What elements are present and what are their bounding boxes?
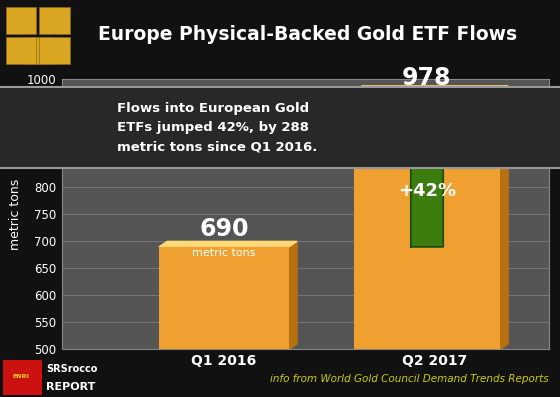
Bar (6, 37, 36, 64)
Bar (6, 7, 36, 34)
Polygon shape (289, 241, 297, 349)
Text: REPORT: REPORT (46, 382, 95, 392)
Polygon shape (159, 241, 297, 247)
Text: +42%: +42% (398, 181, 456, 200)
Bar (354, 91, 500, 349)
Bar (39, 37, 70, 64)
Polygon shape (354, 86, 508, 91)
Text: Flows into European Gold
ETFs jumped 42%, by 288
metric tons since Q1 2016.: Flows into European Gold ETFs jumped 42%… (117, 102, 318, 154)
Bar (39, 7, 70, 34)
Bar (159, 247, 289, 349)
Text: 690: 690 (199, 218, 249, 241)
Y-axis label: metric tons: metric tons (8, 179, 21, 250)
Text: ENRI: ENRI (12, 374, 29, 379)
FancyBboxPatch shape (0, 87, 560, 168)
Text: SRSrocco: SRSrocco (46, 364, 97, 374)
Text: 978: 978 (402, 66, 452, 90)
Polygon shape (393, 91, 461, 247)
Bar (22, 37, 53, 64)
Text: Europe Physical-Backed Gold ETF Flows: Europe Physical-Backed Gold ETF Flows (98, 25, 517, 44)
Bar (3, 360, 42, 395)
Text: metric tons: metric tons (192, 248, 256, 258)
Text: metric tons: metric tons (395, 92, 459, 102)
Text: info from World Gold Council Demand Trends Reports: info from World Gold Council Demand Tren… (270, 374, 549, 384)
Polygon shape (500, 86, 508, 349)
